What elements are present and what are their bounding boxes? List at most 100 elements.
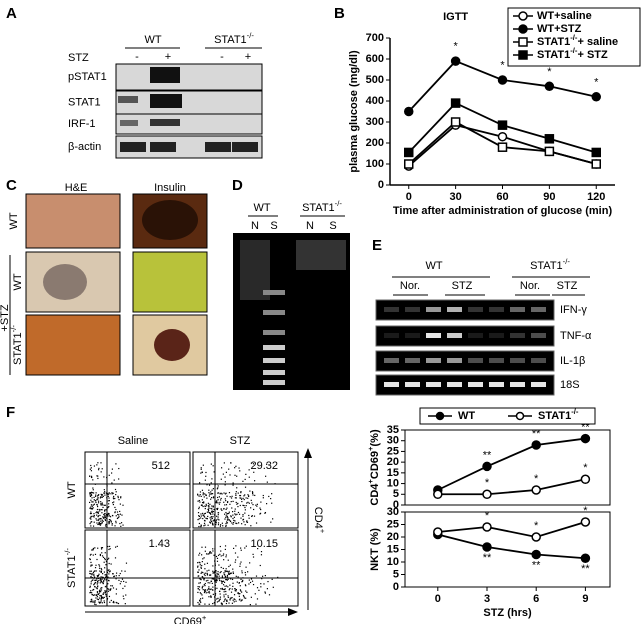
dot xyxy=(230,516,232,518)
dot xyxy=(101,509,103,511)
dot xyxy=(105,576,107,578)
dot xyxy=(224,513,226,515)
dot xyxy=(224,570,226,572)
dot xyxy=(91,573,93,575)
dot xyxy=(230,572,233,574)
gel-band xyxy=(426,307,441,312)
dot xyxy=(225,600,228,602)
dot xyxy=(108,505,110,508)
dot xyxy=(105,594,107,596)
dot xyxy=(90,511,92,513)
dot xyxy=(222,580,225,582)
text-part: STAT1 xyxy=(66,555,78,588)
dot xyxy=(103,592,105,594)
dot xyxy=(231,588,233,590)
dot xyxy=(106,597,109,600)
marker xyxy=(531,532,541,542)
gel-band xyxy=(384,382,399,387)
significance: * xyxy=(583,505,588,517)
dot xyxy=(211,493,214,495)
dot xyxy=(96,464,98,466)
x-tick-label: 30 xyxy=(450,191,462,203)
dot xyxy=(255,603,257,605)
dot xyxy=(242,515,244,517)
dot xyxy=(225,516,227,519)
y-tick-label: 0 xyxy=(393,499,399,511)
dot xyxy=(198,582,200,584)
text-part: STAT1 xyxy=(12,332,24,365)
dot xyxy=(250,507,252,509)
dot xyxy=(94,570,96,572)
dot xyxy=(111,524,113,526)
dot xyxy=(201,501,204,504)
dot xyxy=(197,601,199,604)
dot xyxy=(221,576,223,578)
dot xyxy=(110,599,112,602)
dot xyxy=(224,574,226,576)
dot xyxy=(231,495,233,497)
dot xyxy=(91,494,93,496)
dot xyxy=(96,580,99,583)
superscript: -/- xyxy=(570,33,578,42)
dot xyxy=(245,597,247,599)
dot xyxy=(92,554,94,556)
dot xyxy=(111,468,113,470)
dot xyxy=(107,506,109,508)
dot xyxy=(104,574,106,576)
histology-image xyxy=(25,193,121,249)
dot xyxy=(104,515,106,517)
dot xyxy=(242,480,244,482)
dot xyxy=(233,547,235,549)
dot xyxy=(103,600,105,602)
dot xyxy=(114,557,117,559)
dot xyxy=(237,502,239,505)
dot xyxy=(203,591,206,594)
dot xyxy=(218,590,221,593)
dot xyxy=(219,579,221,582)
dot xyxy=(90,564,92,566)
row-label: STAT1-/- xyxy=(9,325,24,365)
dot xyxy=(92,547,95,550)
dot xyxy=(245,590,247,592)
dot xyxy=(201,489,204,491)
dot xyxy=(249,603,251,606)
dot xyxy=(232,585,234,587)
series-line xyxy=(437,437,586,491)
dot xyxy=(226,522,229,524)
dot xyxy=(250,578,253,580)
column-label: Saline xyxy=(118,435,149,447)
dot xyxy=(109,588,112,591)
x-tick-label: 90 xyxy=(543,191,555,203)
dot xyxy=(202,502,204,504)
dot xyxy=(235,465,237,467)
dot xyxy=(112,492,114,494)
dot xyxy=(98,508,100,511)
superscript: -/- xyxy=(563,257,571,266)
significance: ** xyxy=(581,563,590,575)
dot xyxy=(252,492,254,494)
dot xyxy=(223,572,225,574)
dot xyxy=(206,589,208,591)
dot xyxy=(99,582,101,584)
column-label: STZ xyxy=(230,435,251,447)
dot xyxy=(197,512,200,514)
dot xyxy=(266,588,269,590)
band xyxy=(120,142,146,152)
dot xyxy=(100,576,102,578)
dot xyxy=(89,570,91,572)
dot xyxy=(204,574,206,577)
dot xyxy=(110,585,112,587)
dot xyxy=(125,562,128,564)
dot xyxy=(232,500,234,503)
dot xyxy=(90,491,93,493)
dot xyxy=(224,599,226,601)
dot xyxy=(255,522,258,524)
dot xyxy=(105,509,107,511)
dot xyxy=(89,475,91,477)
dot xyxy=(209,552,211,554)
marker xyxy=(580,517,591,527)
dot xyxy=(100,496,102,498)
y-tick-label: 20 xyxy=(387,456,399,468)
dot xyxy=(201,586,203,588)
dot xyxy=(257,547,259,550)
